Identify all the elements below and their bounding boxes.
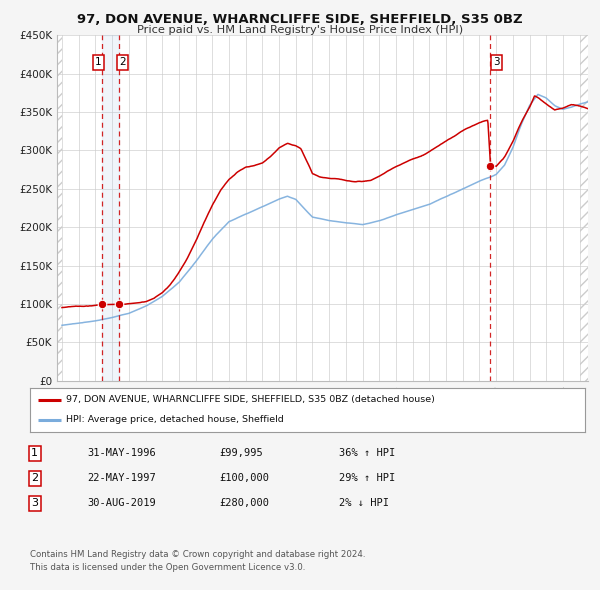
Text: £99,995: £99,995 xyxy=(219,448,263,458)
Text: £100,000: £100,000 xyxy=(219,474,269,483)
Text: £280,000: £280,000 xyxy=(219,499,269,508)
Text: 29% ↑ HPI: 29% ↑ HPI xyxy=(339,474,395,483)
Text: 2: 2 xyxy=(119,57,126,67)
Text: 2% ↓ HPI: 2% ↓ HPI xyxy=(339,499,389,508)
Text: Contains HM Land Registry data © Crown copyright and database right 2024.: Contains HM Land Registry data © Crown c… xyxy=(30,550,365,559)
Text: 3: 3 xyxy=(31,499,38,508)
Point xyxy=(485,161,495,171)
Text: 3: 3 xyxy=(493,57,500,67)
Text: This data is licensed under the Open Government Licence v3.0.: This data is licensed under the Open Gov… xyxy=(30,563,305,572)
Point xyxy=(114,299,124,309)
Text: 97, DON AVENUE, WHARNCLIFFE SIDE, SHEFFIELD, S35 0BZ (detached house): 97, DON AVENUE, WHARNCLIFFE SIDE, SHEFFI… xyxy=(66,395,435,404)
Text: HPI: Average price, detached house, Sheffield: HPI: Average price, detached house, Shef… xyxy=(66,415,284,424)
Text: Price paid vs. HM Land Registry's House Price Index (HPI): Price paid vs. HM Land Registry's House … xyxy=(137,25,463,35)
Text: 22-MAY-1997: 22-MAY-1997 xyxy=(87,474,156,483)
Point xyxy=(98,299,107,309)
Text: 1: 1 xyxy=(95,57,101,67)
Bar xyxy=(103,35,119,381)
Text: 1: 1 xyxy=(31,448,38,458)
Text: 97, DON AVENUE, WHARNCLIFFE SIDE, SHEFFIELD, S35 0BZ: 97, DON AVENUE, WHARNCLIFFE SIDE, SHEFFI… xyxy=(77,13,523,26)
Text: 30-AUG-2019: 30-AUG-2019 xyxy=(87,499,156,508)
Text: 2: 2 xyxy=(31,474,38,483)
Text: 36% ↑ HPI: 36% ↑ HPI xyxy=(339,448,395,458)
Text: 31-MAY-1996: 31-MAY-1996 xyxy=(87,448,156,458)
